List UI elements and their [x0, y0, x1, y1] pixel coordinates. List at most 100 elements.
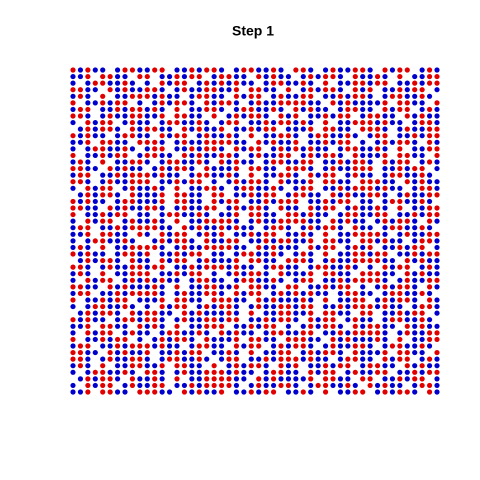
- agent-dot: [233, 87, 240, 93]
- agent-dot: [278, 369, 284, 375]
- agent-dot: [92, 126, 98, 132]
- agent-dot: [345, 310, 351, 316]
- agent-dot: [218, 231, 225, 237]
- agent-dot: [367, 172, 373, 178]
- agent-dot: [330, 382, 336, 389]
- agent-dot: [122, 369, 128, 375]
- agent-dot: [263, 179, 269, 185]
- agent-dot: [77, 139, 84, 145]
- agent-dot: [137, 100, 143, 106]
- agent-dot: [419, 113, 425, 119]
- agent-dot: [122, 172, 128, 178]
- agent-dot: [360, 376, 366, 382]
- agent-dot: [300, 336, 306, 343]
- agent-dot: [315, 172, 321, 178]
- agent-dot: [263, 257, 269, 264]
- agent-dot: [144, 284, 150, 290]
- agent-dot: [204, 80, 210, 86]
- agent-dot: [322, 106, 329, 113]
- agent-dot: [92, 376, 98, 382]
- agent-dot: [144, 119, 150, 126]
- agent-dot: [211, 303, 217, 310]
- agent-dot: [218, 126, 225, 132]
- agent-dot: [256, 290, 262, 297]
- agent-dot: [92, 133, 98, 139]
- agent-dot: [352, 93, 358, 99]
- agent-dot: [285, 113, 292, 119]
- agent-dot: [434, 152, 440, 159]
- agent-dot: [374, 369, 381, 375]
- agent-dot: [352, 264, 358, 270]
- agent-dot: [397, 205, 403, 211]
- agent-dot: [404, 87, 410, 93]
- agent-dot: [389, 244, 396, 251]
- agent-dot: [166, 231, 173, 237]
- agent-dot: [122, 231, 128, 237]
- agent-dot: [241, 146, 247, 152]
- agent-dot: [211, 218, 217, 224]
- agent-dot: [412, 231, 418, 237]
- agent-dot: [322, 211, 329, 218]
- agent-dot: [129, 376, 136, 382]
- agent-dot: [204, 126, 210, 132]
- agent-dot: [211, 251, 217, 257]
- agent-dot: [137, 106, 143, 113]
- agent-dot: [137, 349, 143, 356]
- agent-dot: [189, 73, 195, 80]
- agent-dot: [419, 369, 425, 375]
- agent-dot: [241, 185, 247, 191]
- agent-dot: [419, 205, 425, 211]
- agent-dot: [174, 264, 180, 270]
- agent-dot: [211, 133, 217, 139]
- agent-dot: [166, 310, 173, 316]
- agent-dot: [426, 211, 433, 218]
- agent-dot: [196, 106, 202, 113]
- agent-dot: [322, 369, 329, 375]
- agent-dot: [166, 343, 173, 349]
- agent-dot: [374, 211, 381, 218]
- agent-dot: [337, 251, 344, 257]
- agent-dot: [114, 93, 121, 99]
- agent-dot: [137, 73, 143, 80]
- agent-dot: [367, 356, 373, 362]
- agent-dot: [100, 369, 106, 375]
- agent-dot: [374, 152, 381, 159]
- agent-dot: [211, 271, 217, 277]
- agent-dot: [360, 119, 366, 126]
- agent-dot: [189, 205, 195, 211]
- agent-dot: [129, 87, 136, 93]
- agent-dot: [114, 369, 121, 375]
- agent-dot: [248, 198, 254, 205]
- agent-dot: [367, 205, 373, 211]
- agent-dot: [278, 264, 284, 270]
- agent-dot: [330, 185, 336, 191]
- agent-dot: [248, 356, 254, 362]
- agent-dot: [426, 159, 433, 165]
- agent-dot: [70, 231, 76, 237]
- agent-dot: [419, 317, 425, 323]
- agent-dot: [248, 389, 254, 395]
- agent-dot: [122, 330, 128, 336]
- agent-dot: [434, 146, 440, 152]
- agent-dot: [330, 323, 336, 329]
- agent-dot: [211, 192, 217, 198]
- agent-dot: [412, 238, 418, 244]
- agent-dot: [196, 139, 202, 145]
- agent-dot: [367, 192, 373, 198]
- agent-dot: [100, 192, 106, 198]
- agent-dot: [85, 363, 91, 369]
- agent-dot: [330, 336, 336, 343]
- agent-dot: [270, 100, 277, 106]
- agent-dot: [204, 238, 210, 244]
- agent-dot: [345, 290, 351, 297]
- agent-dot: [144, 133, 150, 139]
- agent-dot: [174, 80, 180, 86]
- agent-dot: [360, 277, 366, 283]
- agent-dot: [256, 113, 262, 119]
- agent-dot: [270, 133, 277, 139]
- agent-dot: [412, 257, 418, 264]
- agent-dot: [174, 198, 180, 205]
- agent-dot: [419, 133, 425, 139]
- agent-dot: [322, 277, 329, 283]
- agent-dot: [100, 271, 106, 277]
